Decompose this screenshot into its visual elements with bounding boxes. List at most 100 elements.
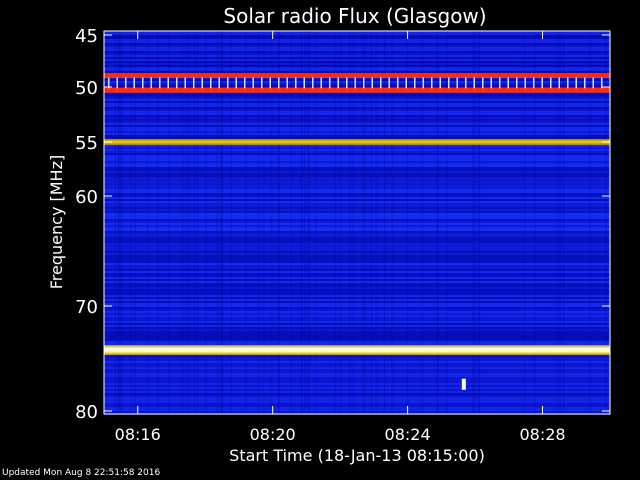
noise-stripe: [104, 161, 610, 163]
x-tick-label: 08:28: [519, 425, 565, 444]
noise-stripe: [104, 321, 610, 323]
noise-stripe: [104, 311, 610, 313]
noise-stripe: [104, 401, 610, 403]
noise-column: [157, 31, 159, 414]
noise-stripe: [104, 259, 610, 261]
band-tick: [405, 77, 407, 89]
noise-column: [559, 31, 561, 414]
point-sources: [461, 378, 466, 390]
band-tick: [193, 77, 195, 89]
noise-stripe: [104, 209, 610, 211]
noise-stripe: [104, 219, 610, 221]
band-tick: [499, 77, 501, 89]
noise-stripe: [104, 309, 610, 311]
noise-stripe: [104, 303, 610, 305]
band-tick: [482, 77, 484, 89]
noise-stripe: [104, 367, 610, 369]
noise-stripe: [104, 117, 610, 119]
noise-stripe: [104, 81, 610, 83]
noise-stripe: [104, 175, 610, 177]
emission-bands: [104, 73, 610, 356]
noise-stripe: [104, 275, 610, 277]
noise-stripe: [104, 331, 610, 333]
noise-stripe: [104, 115, 610, 117]
y-tick-label: 55: [75, 133, 98, 154]
band-tick: [252, 77, 254, 89]
y-tick-label: 50: [75, 78, 98, 99]
band-tick: [516, 77, 518, 89]
band-tick: [329, 77, 331, 89]
noise-stripe: [104, 155, 610, 157]
noise-stripe: [104, 391, 610, 393]
noise-stripe: [104, 393, 610, 395]
point-source: [461, 378, 466, 390]
noise-stripe: [104, 71, 610, 73]
noise-stripe: [104, 343, 610, 345]
noise-stripe: [104, 241, 610, 243]
noise-column: [263, 31, 265, 414]
band-tick: [235, 77, 237, 89]
noise-column: [421, 31, 423, 414]
noise-stripe: [104, 283, 610, 285]
noise-stripe: [104, 223, 610, 225]
noise-stripe: [104, 185, 610, 187]
noise-stripe: [104, 273, 610, 275]
noise-column: [220, 31, 222, 414]
noise-column: [205, 31, 207, 414]
noise-column: [446, 31, 448, 414]
noise-stripe: [104, 371, 610, 373]
noise-stripe: [104, 121, 610, 123]
noise-column: [605, 31, 607, 414]
noise-column: [278, 31, 280, 414]
noise-column: [362, 31, 364, 414]
noise-stripe: [104, 43, 610, 45]
noise-stripe: [104, 101, 610, 103]
noise-stripe: [104, 389, 610, 391]
noise-column: [168, 31, 170, 414]
noise-stripe: [104, 377, 610, 379]
x-tick-label: 08:16: [115, 425, 161, 444]
noise-column: [307, 31, 309, 414]
noise-stripe: [104, 385, 610, 387]
noise-stripe: [104, 109, 610, 111]
noise-stripe: [104, 187, 610, 189]
band-tick: [584, 77, 586, 89]
noise-stripe: [104, 203, 610, 205]
noise-stripe: [104, 79, 610, 81]
noise-column: [147, 31, 149, 414]
noise-stripe: [104, 263, 610, 265]
band-tick: [312, 77, 314, 89]
noise-stripe: [104, 153, 610, 155]
band-tick: [388, 77, 390, 89]
noise-stripe: [104, 31, 610, 33]
noise-stripe: [104, 291, 610, 293]
band-tick: [116, 77, 118, 89]
noise-column: [181, 31, 183, 414]
band-tick: [431, 77, 433, 89]
y-axis-label: Frequency [MHz]: [47, 155, 66, 289]
noise-column: [121, 31, 123, 414]
noise-stripe: [104, 111, 610, 113]
noise-stripe: [104, 35, 610, 37]
noise-column: [221, 31, 223, 414]
noise-stripe: [104, 163, 610, 165]
noise-stripe: [104, 63, 610, 65]
noise-stripe: [104, 375, 610, 377]
noise-stripe: [104, 395, 610, 397]
band-tick: [227, 77, 229, 89]
noise-column: [278, 31, 280, 414]
band-tick: [176, 77, 178, 89]
noise-stripe: [104, 271, 610, 273]
noise-stripe: [104, 55, 610, 57]
band-tick: [210, 77, 212, 89]
noise-stripe: [104, 383, 610, 385]
noise-stripe: [104, 233, 610, 235]
band-tick: [414, 77, 416, 89]
noise-stripe: [104, 197, 610, 199]
band-tick: [567, 77, 569, 89]
noise-stripe: [104, 99, 610, 101]
emission-band: [104, 87, 610, 93]
noise-stripe: [104, 359, 610, 361]
noise-stripe: [104, 245, 610, 247]
noise-stripe: [104, 261, 610, 263]
